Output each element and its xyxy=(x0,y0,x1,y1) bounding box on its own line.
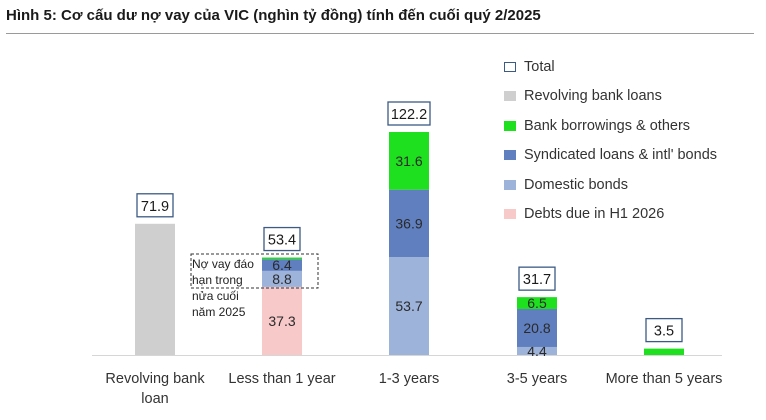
data-label: 8.8 xyxy=(272,271,292,287)
legend-swatch xyxy=(504,150,516,161)
legend-label: Revolving bank loans xyxy=(524,88,662,105)
data-label: 36.9 xyxy=(395,215,422,231)
legend-swatch xyxy=(504,120,516,131)
legend-label: Bank borrowings & others xyxy=(524,117,691,134)
data-label: 20.8 xyxy=(523,320,550,336)
category-label: Revolving bank loan xyxy=(105,371,205,407)
bar-segment xyxy=(262,286,302,355)
legend-swatch xyxy=(504,91,516,102)
category-label: 1-3 years xyxy=(379,371,439,387)
total-box xyxy=(263,226,301,252)
total-box xyxy=(518,266,556,291)
bar-segment xyxy=(262,270,302,287)
bar-segment xyxy=(389,189,429,258)
total-box xyxy=(645,317,683,343)
bar-segment xyxy=(262,257,302,260)
title-divider xyxy=(6,33,754,34)
legend-item: Bank borrowings & others xyxy=(504,111,717,141)
legend-item: Domestic bonds xyxy=(504,170,717,200)
bar-segment xyxy=(389,257,429,355)
bar-segment xyxy=(517,346,557,355)
legend-item: Revolving bank loans xyxy=(504,82,717,112)
data-label: 37.3 xyxy=(268,313,295,329)
annotation-dashed-box xyxy=(190,253,319,289)
bar-segment xyxy=(517,297,557,310)
bar-segment xyxy=(389,132,429,190)
total-label: 3.5 xyxy=(654,324,674,340)
data-label: 6.4 xyxy=(272,257,292,273)
data-label: 31.6 xyxy=(395,153,422,169)
legend-swatch xyxy=(504,209,516,220)
legend-label: Total xyxy=(524,58,555,75)
category-label: 3-5 years xyxy=(507,371,567,387)
category-label: More than 5 years xyxy=(606,371,723,387)
total-box xyxy=(387,101,431,126)
legend-item: Debts due in H1 2026 xyxy=(504,200,717,230)
figure-title: Hình 5: Cơ cấu dư nợ vay của VIC (nghìn … xyxy=(6,7,541,24)
bar-segment xyxy=(135,223,175,355)
data-label: 53.7 xyxy=(395,298,422,314)
legend-label: Debts due in H1 2026 xyxy=(524,206,665,223)
legend-label: Syndicated loans & intl' bonds xyxy=(524,147,718,164)
bar-segment xyxy=(517,309,557,347)
data-label: 4.4 xyxy=(527,343,547,359)
legend-item: Syndicated loans & intl' bonds xyxy=(504,141,717,171)
data-label: 6.5 xyxy=(527,295,547,311)
category-label: Less than 1 year xyxy=(228,371,335,387)
total-label: 53.4 xyxy=(268,233,296,249)
legend-swatch xyxy=(504,61,516,72)
annotation-note: Nợ vay đáo hạn trong nửa cuối năm 2025 xyxy=(192,257,254,319)
bar-segment xyxy=(644,348,684,355)
total-label: 122.2 xyxy=(391,107,427,123)
chart-legend: Total Revolving bank loans Bank borrowings… xyxy=(504,52,717,229)
legend-swatch xyxy=(504,179,516,190)
total-label: 31.7 xyxy=(523,272,551,288)
total-box xyxy=(136,193,174,218)
bar-segment xyxy=(262,259,302,271)
legend-item: Total xyxy=(504,52,717,82)
total-label: 71.9 xyxy=(141,199,169,215)
legend-label: Domestic bonds xyxy=(524,176,628,193)
